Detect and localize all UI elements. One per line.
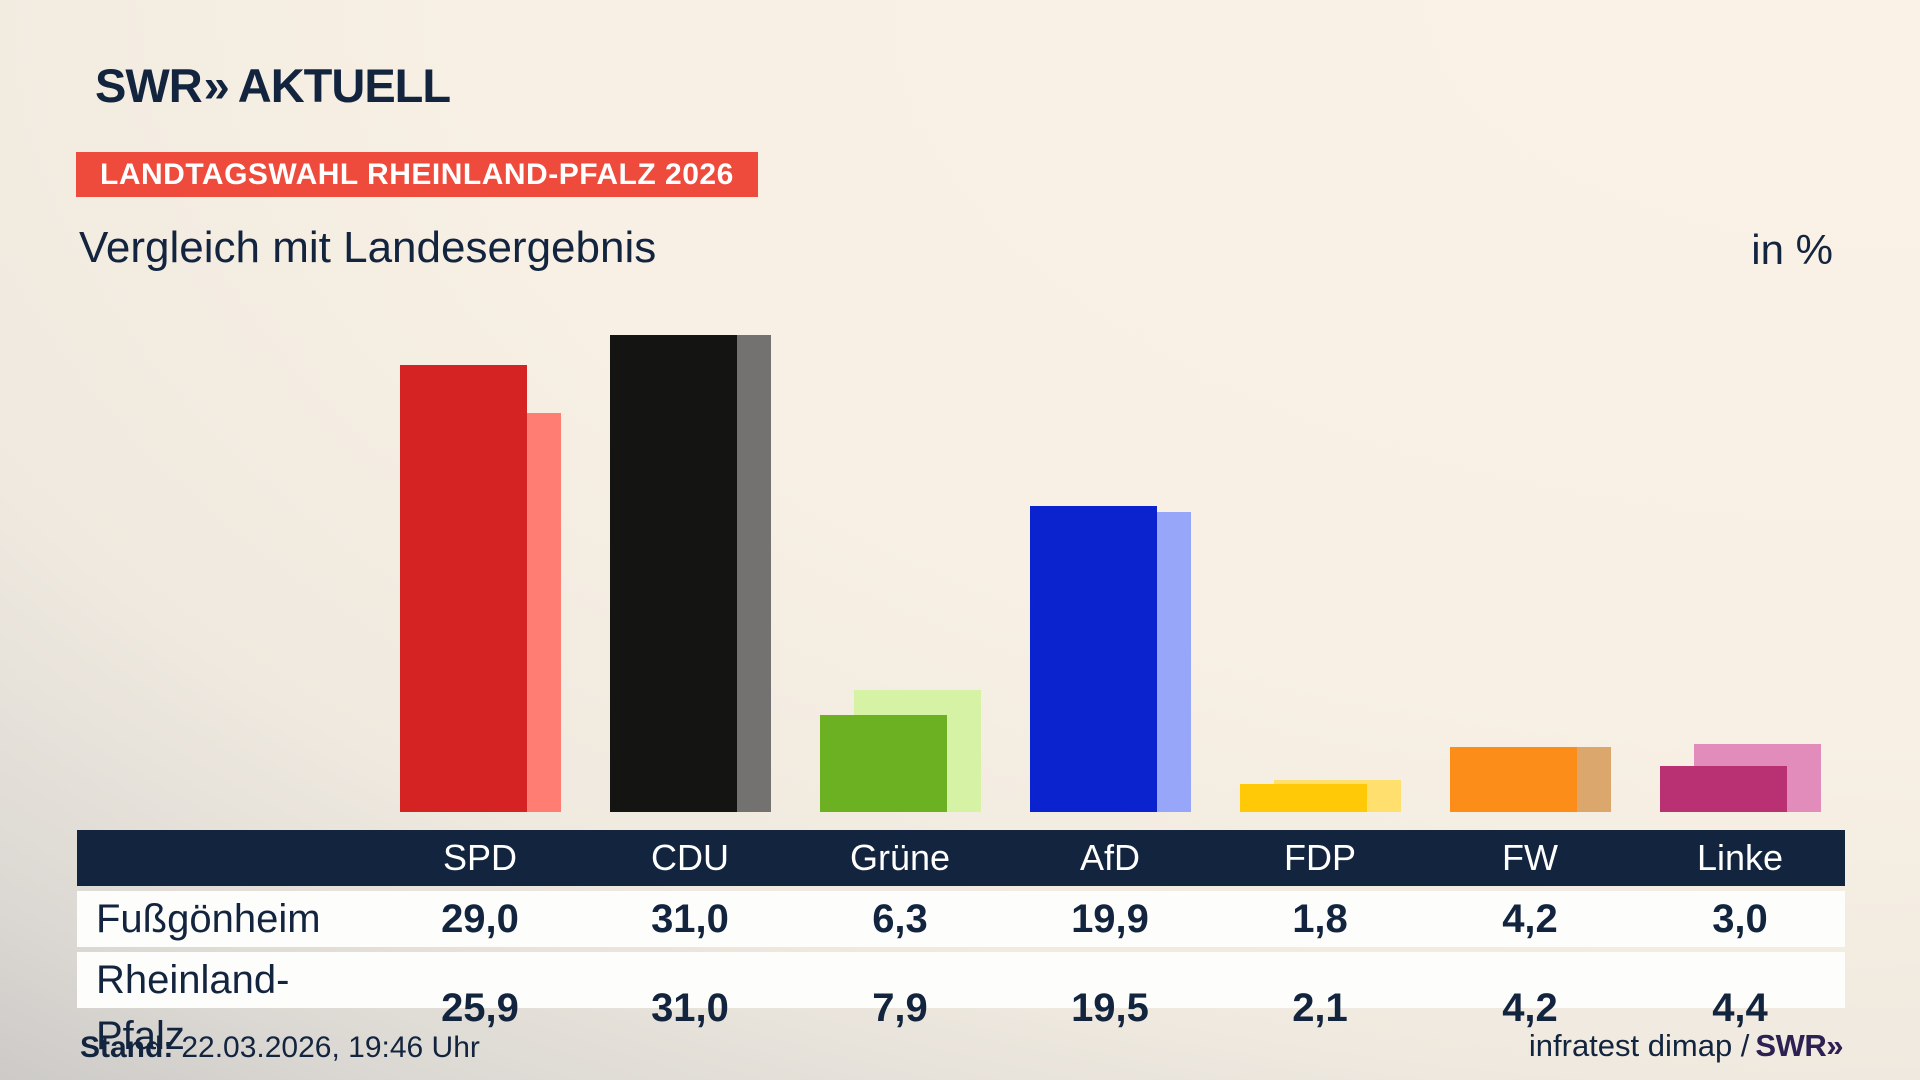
table-header-fw: FW bbox=[1502, 837, 1558, 878]
table-header-spd: SPD bbox=[442, 837, 518, 878]
chart-title: Vergleich mit Landesergebnis bbox=[79, 223, 657, 272]
bar-cdu-fu-g-nheim bbox=[610, 335, 737, 812]
table-header-afd: AfD bbox=[1079, 837, 1140, 878]
table-row-fussgoenheim: Fußgönheim 29,0 31,0 6,3 19,9 1,8 4,2 3,… bbox=[77, 891, 1845, 947]
value-fussgoenheim-linke: 3,0 bbox=[1712, 897, 1768, 941]
results-table: SPD CDU Grüne AfD FDP FW Linke Fußgönhei… bbox=[77, 830, 1845, 1058]
timestamp: Stand: 22.03.2026, 19:46 Uhr bbox=[80, 1031, 480, 1065]
bar-fdp-fu-g-nheim bbox=[1240, 784, 1367, 812]
bar-spd-fu-g-nheim bbox=[400, 365, 527, 812]
table-header-gruene: Grüne bbox=[849, 837, 951, 878]
value-fussgoenheim-afd: 19,9 bbox=[1071, 897, 1149, 941]
table-header-cdu: CDU bbox=[651, 837, 729, 878]
row-label: Rheinland-Pfalz bbox=[96, 958, 290, 1058]
timestamp-value: 22.03.2026, 19:46 Uhr bbox=[181, 1031, 480, 1064]
value-land-gruene: 7,9 bbox=[872, 986, 928, 1030]
source-credit: infratest dimap / SWR» bbox=[1528, 1028, 1844, 1064]
table-header-fdp: FDP bbox=[1284, 837, 1356, 878]
bar-fw-fu-g-nheim bbox=[1450, 747, 1577, 812]
bar-linke-fu-g-nheim bbox=[1660, 766, 1787, 812]
value-fussgoenheim-cdu: 31,0 bbox=[651, 897, 729, 941]
logo-product-text: AKTUELL bbox=[237, 59, 451, 112]
value-fussgoenheim-fdp: 1,8 bbox=[1292, 897, 1348, 941]
timestamp-label: Stand: bbox=[80, 1031, 174, 1064]
value-land-linke: 4,4 bbox=[1712, 986, 1768, 1030]
unit-label: in % bbox=[1751, 226, 1833, 273]
table-row-rheinland-pfalz: Rheinland-Pfalz 25,9 31,0 7,9 19,5 2,1 4… bbox=[77, 952, 1845, 1058]
value-land-fw: 4,2 bbox=[1502, 986, 1558, 1030]
bar-gr-ne-fu-g-nheim bbox=[820, 715, 947, 812]
logo-brand-text: SWR bbox=[95, 59, 203, 112]
row-label: Fußgönheim bbox=[96, 897, 321, 941]
value-fussgoenheim-fw: 4,2 bbox=[1502, 897, 1558, 941]
bar-afd-fu-g-nheim bbox=[1030, 506, 1157, 812]
value-fussgoenheim-spd: 29,0 bbox=[441, 897, 519, 941]
value-land-fdp: 2,1 bbox=[1292, 986, 1348, 1030]
source-text: infratest dimap / bbox=[1528, 1028, 1750, 1063]
election-badge: LANDTAGSWAHL RHEINLAND-PFALZ 2026 bbox=[76, 152, 758, 197]
logo-chevron-icon: » bbox=[203, 59, 230, 112]
table-header-row: SPD CDU Grüne AfD FDP FW Linke bbox=[77, 830, 1845, 886]
value-land-afd: 19,5 bbox=[1071, 986, 1149, 1030]
value-fussgoenheim-gruene: 6,3 bbox=[872, 897, 928, 941]
swr-aktuell-logo: SWR» AKTUELL bbox=[95, 58, 451, 113]
value-land-cdu: 31,0 bbox=[651, 986, 729, 1030]
table-header-linke: Linke bbox=[1696, 837, 1784, 878]
value-land-spd: 25,9 bbox=[441, 986, 519, 1030]
swr-logo-small: SWR» bbox=[1755, 1028, 1843, 1063]
